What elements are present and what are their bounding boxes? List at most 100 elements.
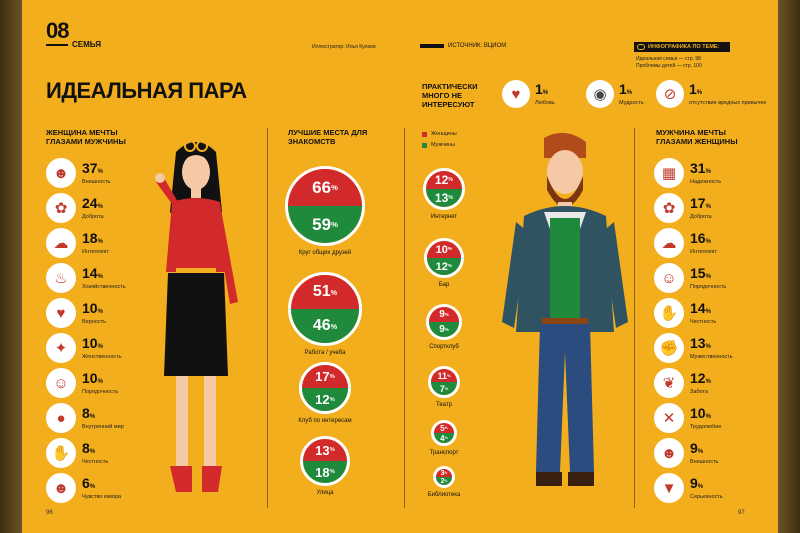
place-circle: 10% 12%: [424, 238, 464, 278]
percent-sign: %: [331, 220, 338, 229]
percent-sign: %: [448, 195, 454, 201]
women-share: 11%: [431, 369, 457, 382]
men-value: 18: [315, 464, 330, 480]
stat-number: 15: [690, 264, 706, 281]
stat-row: ♥ 10% Верность: [46, 298, 106, 328]
percent-sign: %: [444, 436, 448, 440]
percent-sign: %: [626, 89, 633, 96]
brain-icon: ☁: [654, 228, 684, 258]
stat-row: ✋ 8% Честность: [46, 438, 108, 468]
not-interested-text: 1% Любовь: [535, 82, 575, 107]
men-value: 2: [440, 477, 445, 485]
source-bar: [420, 44, 444, 48]
men-value: 9: [439, 324, 445, 335]
place-label: Круг общих друзей: [298, 250, 352, 256]
legend-swatch: [422, 143, 427, 148]
men-value: 59: [312, 214, 332, 234]
place-item: 13% 18% Улица: [275, 436, 375, 496]
women-value: 66: [312, 177, 332, 197]
place-circle: 51% 46%: [288, 272, 362, 346]
illustrator-credit: Иллюстратор: Илья Кулаев: [312, 44, 376, 50]
stat-number: 14: [82, 264, 98, 281]
place-item: 66% 59% Круг общих друзей: [275, 166, 375, 256]
divider: [634, 128, 635, 508]
muscle-icon: ✊: [654, 333, 684, 363]
place-circle: 66% 59%: [285, 166, 365, 246]
women-share: 9%: [429, 307, 459, 322]
stat-text: 14% Честность: [690, 301, 716, 326]
stat-row: ☻ 6% Чувство юмора: [46, 473, 121, 503]
stat-row: ☻ 37% Внешность: [46, 158, 110, 188]
stat-label: Внешность: [82, 178, 111, 185]
stat-text: 10% Порядочность: [82, 371, 118, 396]
percent-sign: %: [696, 89, 703, 96]
hand-icon: ✋: [654, 298, 684, 328]
stat-value: 18%: [82, 231, 109, 249]
stat-number: 13: [690, 334, 706, 351]
women-share: 10%: [427, 241, 461, 258]
stat-label: Порядочность: [82, 388, 119, 395]
stat-value: 10%: [82, 371, 118, 389]
stat-row: ● 8% Внутренний мир: [46, 403, 124, 433]
info-badge-text: ИНФОГРАФИКА ПО ТЕМЕ:: [648, 44, 720, 50]
stat-label: Чувство юмора: [82, 493, 122, 500]
women-share: 12%: [426, 171, 462, 189]
stat-value: 10%: [690, 406, 721, 424]
stat-number: 24: [82, 194, 98, 211]
women-value: 3: [440, 469, 445, 477]
legend-label: Женщины: [431, 131, 457, 137]
tools-icon: ✕: [654, 403, 684, 433]
woman-illustration: [155, 140, 238, 492]
percent-sign: %: [705, 413, 711, 420]
owl-icon: ◉: [586, 80, 614, 108]
men-value: 46: [312, 317, 331, 334]
women-value: 5: [440, 423, 445, 433]
stat-row: ☺ 15% Порядочность: [654, 263, 726, 293]
stat-value: 9%: [690, 441, 718, 459]
percent-sign: %: [329, 396, 335, 403]
page-title: ИДЕАЛЬНАЯ ПАРА: [46, 78, 247, 103]
percent-sign: %: [97, 238, 103, 245]
not-interested-heading: ПРАКТИЧЕСКИ МНОГО НЕ ИНТЕРЕСУЮТ: [422, 82, 478, 109]
place-circle: 13% 18%: [300, 436, 350, 486]
men-share: 59%: [288, 206, 362, 243]
stat-number: 9: [690, 474, 698, 491]
stat-value: 12%: [690, 371, 711, 389]
stat-text: 16% Интеллект: [690, 231, 717, 256]
stat-label: Внешность: [690, 458, 719, 465]
not-interested-text: 1% отсутствие вредных привычек: [689, 82, 769, 107]
stat-value: 15%: [690, 266, 726, 284]
percent-sign: %: [97, 308, 103, 315]
women-share: 51%: [291, 275, 359, 309]
stat-label: Надежность: [690, 178, 722, 185]
women-share: 5%: [434, 423, 454, 433]
stat-text: 17% Доброта: [690, 196, 712, 221]
stat-row: ♨ 14% Хозяйственность: [46, 263, 126, 293]
percent-sign: %: [331, 183, 338, 192]
stat-value: 1%: [689, 82, 769, 100]
source-label: ИСТОЧНИК: ВЦИОМ: [448, 43, 507, 49]
stat-text: 8% Честность: [82, 441, 108, 466]
stat-row: ❦ 12% Забота: [654, 368, 711, 398]
place-item: 10% 12% Бар: [394, 238, 494, 288]
stat-value: 13%: [690, 336, 733, 354]
tie-icon: ▼: [654, 473, 684, 503]
flower-icon: ✿: [654, 193, 684, 223]
percent-sign: %: [97, 203, 103, 210]
place-circle: 17% 12%: [299, 362, 351, 414]
stat-value: 8%: [82, 406, 124, 424]
stat-label: отсутствие вредных привычек: [689, 99, 766, 106]
percent-sign: %: [447, 247, 453, 252]
stat-text: 14% Хозяйственность: [82, 266, 126, 291]
stat-number: 16: [690, 229, 706, 246]
percent-sign: %: [444, 426, 448, 430]
man-face-icon: ☻: [654, 438, 684, 468]
stat-label: Интеллект: [82, 248, 109, 255]
women-value: 17: [315, 369, 330, 384]
section-name: СЕМЬЯ: [72, 40, 101, 49]
men-value: 7: [439, 383, 445, 394]
percent-sign: %: [97, 273, 103, 280]
percent-sign: %: [705, 203, 711, 210]
left-edge: [0, 0, 22, 533]
